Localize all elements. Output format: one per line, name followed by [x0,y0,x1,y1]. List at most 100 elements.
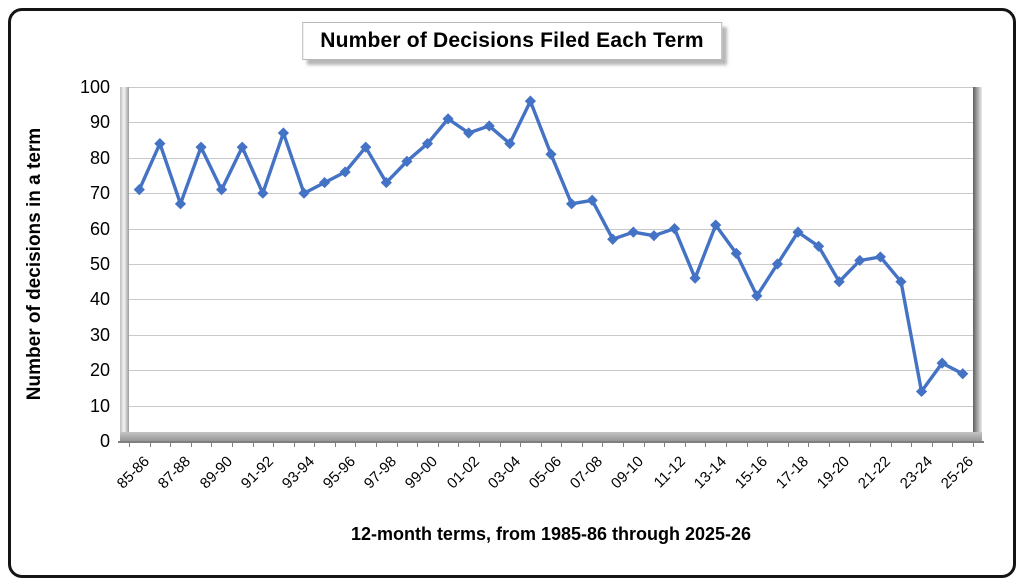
x-axis-tick [273,441,275,447]
x-axis-tick [890,441,892,447]
chart-title: Number of Decisions Filed Each Term [320,29,704,52]
data-point-marker-10-11 [648,230,660,242]
y-tick-label-60: 60 [89,218,110,239]
data-point-marker-98-99 [401,155,413,167]
gridline-30 [129,334,973,336]
line-series [133,95,969,398]
data-point-marker-93-94 [298,187,310,199]
x-axis-tick [252,441,254,447]
x-axis-tick [602,441,604,447]
gridline-100 [129,87,973,88]
data-point-marker-03-04 [504,138,516,150]
x-axis-tick [725,441,727,447]
y-tick-label-100: 100 [79,77,110,97]
y-tick-label-80: 80 [89,147,110,168]
data-point-marker-08-09 [607,233,619,245]
x-axis-tick [396,441,398,447]
x-axis-tick [952,441,954,447]
y-tick-label-10: 10 [89,395,110,416]
x-axis-tick [581,441,583,447]
plot-bevel-left [120,87,129,441]
x-axis-tick [787,441,789,447]
x-axis-tick [211,441,213,447]
data-point-marker-15-16 [751,290,763,302]
x-axis-tick [767,441,769,447]
chart-outer-border [8,8,1016,578]
x-axis-tick [561,441,563,447]
data-point-marker-85-86 [133,184,145,196]
data-point-marker-23-24 [915,385,928,398]
x-axis-tick [170,441,172,447]
x-axis-tick [973,441,974,447]
data-point-marker-11-12 [668,223,681,235]
gridline-60 [129,228,973,230]
data-point-marker-91-92 [257,187,269,199]
data-point-marker-92-93 [277,127,289,139]
x-axis-tick [540,441,542,447]
gridline-70 [129,193,973,195]
gridline-50 [129,264,973,265]
gridline-90 [129,122,973,124]
data-point-marker-25-26 [957,368,969,380]
data-point-marker-12-13 [689,272,701,284]
data-point-marker-19-20 [833,276,845,288]
x-axis-tick [417,441,419,447]
data-point-marker-16-17 [771,258,784,270]
x-axis-tick [190,441,192,447]
x-axis-tick [849,441,851,447]
x-axis-tick [808,441,810,447]
x-axis-tick [437,441,439,447]
x-axis-tick [664,441,666,447]
data-point-marker-05-06 [545,148,557,160]
x-axis-tick [705,441,707,447]
x-axis-tick [499,441,501,447]
x-axis-tick [314,441,316,447]
plot-area [118,87,984,443]
data-point-marker-02-03 [483,120,495,132]
data-point-marker-24-25 [936,357,948,369]
x-axis-tick [458,441,460,447]
x-axis-tick [931,441,933,447]
y-tick-label-0: 0 [99,431,110,451]
x-axis-tick [478,441,480,447]
data-point-marker-09-10 [627,226,639,238]
data-point-marker-13-14 [710,219,722,231]
data-point-marker-17-18 [792,226,804,238]
data-point-marker-18-19 [813,240,825,252]
data-point-marker-97-98 [380,176,392,189]
y-axis-title: Number of decisions in a term [24,127,45,401]
x-axis-tick [684,441,686,447]
data-point-marker-14-15 [730,247,742,259]
x-axis-tick [231,441,233,447]
y-tick-label-50: 50 [89,254,110,274]
x-axis-tick [746,441,748,447]
x-axis-tick [520,441,522,447]
plot-bevel-right [973,87,982,441]
x-axis-tick [643,441,645,447]
data-point-marker-22-23 [895,276,907,288]
data-point-marker-94-95 [318,176,331,189]
plot-bevel-bottom [120,432,982,441]
gridline-10 [129,405,973,407]
x-axis-line [118,441,984,443]
x-axis-tick [129,441,130,447]
data-point-marker-89-90 [216,184,228,196]
y-tick-label-70: 70 [89,183,110,204]
x-axis-tick [149,441,151,447]
gridline-20 [129,370,973,372]
x-axis-tick [293,441,295,447]
x-axis-tick [828,441,830,447]
series-line [137,99,965,394]
y-tick-label-30: 30 [89,324,110,345]
y-tick-label-40: 40 [89,289,110,310]
data-point-marker-88-89 [195,141,207,153]
y-tick-label-20: 20 [89,360,110,381]
x-axis-tick [911,441,913,447]
x-axis-tick [334,441,336,447]
y-axis-title-container: Number of decisions in a term [18,87,52,441]
data-point-marker-21-22 [874,251,886,263]
chart-title-box: Number of Decisions Filed Each Term [302,22,722,60]
y-tick-label-90: 90 [89,112,110,133]
x-axis-tick [355,441,357,447]
